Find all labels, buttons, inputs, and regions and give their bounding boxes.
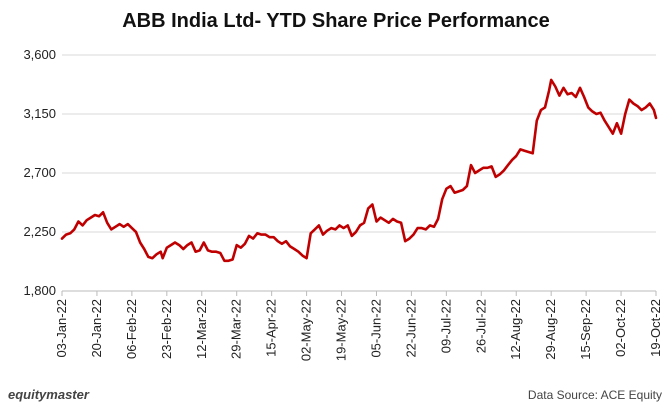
y-tick-label: 3,150 (23, 106, 56, 121)
y-tick-label: 1,800 (23, 283, 56, 298)
x-tick-label: 05-Jun-22 (368, 299, 383, 358)
x-tick-label: 22-Jun-22 (403, 299, 418, 358)
x-tick-label: 23-Feb-22 (159, 299, 174, 359)
y-tick-label: 2,700 (23, 165, 56, 180)
x-tick-label: 12-Mar-22 (194, 299, 209, 359)
x-tick-label: 15-Sep-22 (578, 299, 593, 360)
x-axis-ticks: 03-Jan-22 20-Jan-22 06-Feb-22 23-Feb-22 12-M… (54, 291, 663, 361)
x-tick-label: 20-Jan-22 (89, 299, 104, 358)
series-line-0 (60, 78, 658, 263)
x-tick-label: 02-Oct-22 (613, 299, 628, 357)
x-tick-label: 12-Aug-22 (508, 299, 523, 360)
x-tick-label: 03-Jan-22 (54, 299, 69, 358)
x-tick-label: 29-Aug-22 (543, 299, 558, 360)
x-tick-label: 26-Jul-22 (473, 299, 488, 353)
x-tick-label: 29-Mar-22 (229, 299, 244, 359)
x-tick-label: 15-Apr-22 (264, 299, 279, 357)
x-tick-label: 06-Feb-22 (124, 299, 139, 359)
y-tick-label: 2,250 (23, 224, 56, 239)
y-tick-label: 3,600 (23, 47, 56, 62)
x-tick-label: 09-Jul-22 (438, 299, 453, 353)
x-tick-label: 19-Oct-22 (648, 299, 663, 357)
grid-lines (62, 54, 656, 233)
brand-logo-text: equitymaster (8, 387, 89, 402)
y-axis-ticks: 1,800 2,250 2,700 3,150 3,600 (23, 47, 56, 298)
x-tick-label: 19-May-22 (334, 299, 349, 361)
data-source-note: Data Source: ACE Equity (527, 388, 662, 402)
chart-title: ABB India Ltd- YTD Share Price Performan… (122, 10, 550, 32)
x-tick-label: 02-May-22 (299, 299, 314, 361)
series-layer (60, 78, 658, 263)
